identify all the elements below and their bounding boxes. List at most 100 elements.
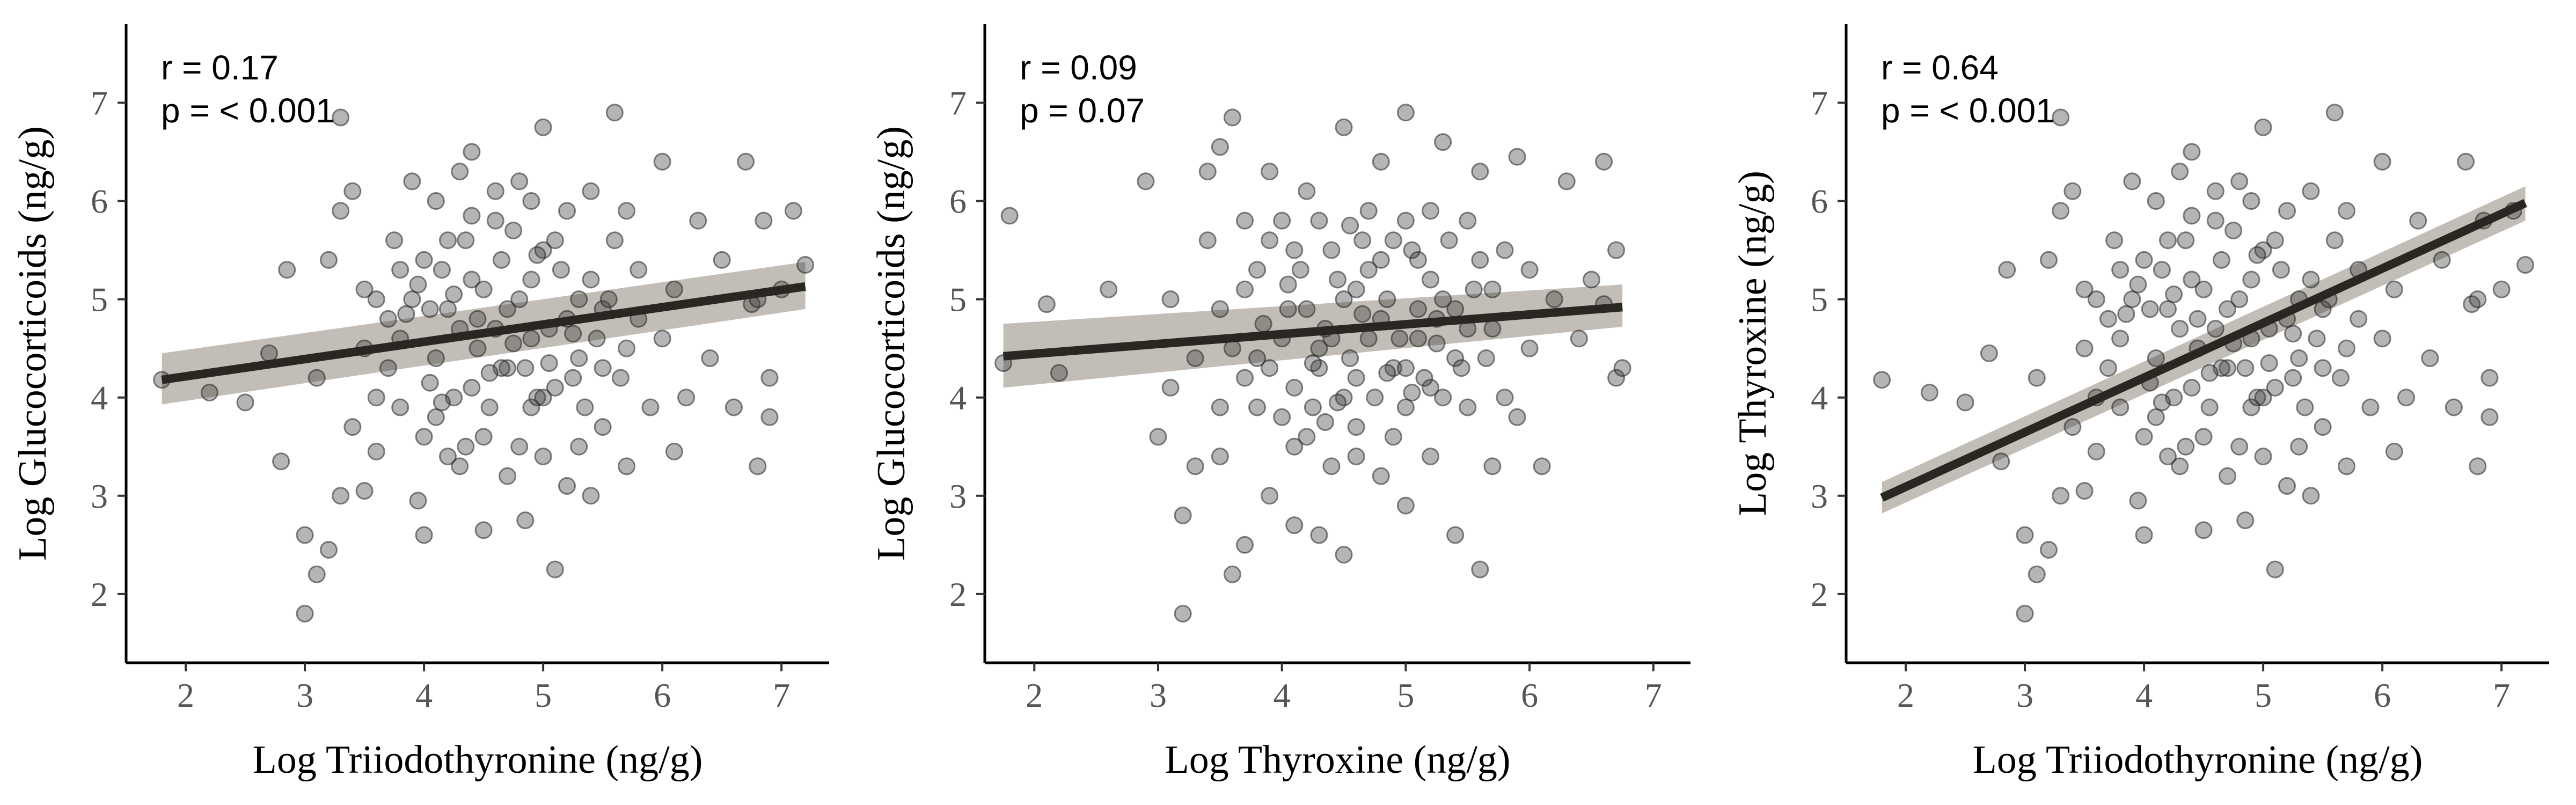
data-point: [1422, 270, 1440, 289]
data-point: [2290, 349, 2308, 367]
data-point: [1496, 389, 1514, 407]
data-point: [1508, 148, 1526, 166]
data-point: [427, 408, 445, 426]
data-point: [552, 261, 570, 279]
data-point: [1992, 452, 2010, 471]
data-point: [784, 202, 802, 220]
data-point: [1434, 133, 1452, 151]
data-point: [2147, 192, 2165, 210]
data-point: [1582, 270, 1600, 289]
data-point: [343, 182, 362, 200]
data-point: [1873, 371, 1891, 389]
data-point: [2242, 398, 2260, 416]
data-point: [2302, 270, 2320, 289]
data-point: [653, 330, 671, 348]
data-point: [1347, 418, 1365, 436]
data-point: [385, 231, 404, 250]
y-tick-label: 5: [1811, 281, 1828, 319]
data-point: [1347, 369, 1365, 387]
data-point: [1557, 172, 1576, 191]
y-tick-label: 3: [91, 477, 108, 515]
data-point: [2302, 487, 2320, 505]
data-point: [1446, 300, 1465, 318]
data-point: [1471, 560, 1489, 579]
data-point: [546, 231, 564, 250]
data-point: [516, 359, 535, 377]
data-point: [618, 339, 636, 357]
data-point: [582, 487, 600, 505]
data-point: [689, 211, 707, 230]
data-point: [1223, 565, 1241, 583]
data-point: [2177, 437, 2195, 456]
data-point: [1508, 408, 1526, 426]
x-tick-label: 4: [415, 676, 433, 714]
data-point: [296, 526, 314, 544]
data-point: [2141, 300, 2159, 318]
x-tick-label: 6: [1521, 676, 1538, 714]
data-point: [319, 540, 338, 559]
regression-line: [1880, 199, 2527, 502]
data-point: [1291, 261, 1309, 279]
data-point: [2135, 251, 2153, 269]
confidence-band: [1003, 284, 1623, 388]
data-point: [409, 275, 427, 294]
data-point: [1211, 448, 1229, 466]
data-point: [2254, 389, 2272, 407]
y-tick-label: 3: [949, 477, 967, 515]
data-point: [2248, 246, 2266, 264]
data-point: [2469, 457, 2487, 475]
data-point: [2171, 457, 2189, 475]
data-point: [1477, 349, 1495, 367]
data-point: [2230, 437, 2249, 456]
data-point: [2338, 202, 2356, 220]
data-point: [1440, 231, 1458, 250]
data-point: [469, 310, 487, 328]
data-point: [724, 398, 743, 416]
data-point: [2028, 369, 2046, 387]
data-point: [2397, 389, 2416, 407]
data-point: [1235, 280, 1254, 298]
data-point: [2433, 251, 2451, 269]
data-point: [1545, 290, 1563, 309]
data-point: [2158, 231, 2177, 250]
data-point: [355, 482, 374, 500]
x-tick-label: 2: [177, 676, 194, 714]
y-tick-label: 2: [91, 575, 108, 613]
data-point: [1261, 487, 1279, 505]
data-point: [1329, 270, 1346, 289]
data-point: [1471, 163, 1489, 181]
data-point: [1248, 349, 1267, 367]
data-point: [1496, 241, 1514, 259]
y-axis-title: Log Glucocorticoids (ng/g): [869, 126, 913, 561]
data-point: [486, 182, 504, 200]
data-point: [653, 152, 671, 171]
data-point: [2099, 310, 2117, 328]
p-value-label: p = 0.07: [1020, 91, 1145, 130]
data-point: [1998, 261, 2016, 279]
data-point: [391, 261, 409, 279]
data-point: [2171, 163, 2189, 181]
data-point: [1483, 280, 1502, 298]
data-point: [2266, 378, 2284, 397]
data-point: [2266, 231, 2284, 250]
data-point: [457, 437, 475, 456]
data-point: [1396, 104, 1415, 122]
data-point: [433, 261, 451, 279]
data-point: [582, 182, 600, 200]
y-tick-label: 6: [91, 182, 108, 221]
data-point: [463, 207, 481, 225]
data-point: [2361, 398, 2380, 416]
x-tick-label: 3: [296, 676, 313, 714]
data-point: [558, 477, 576, 495]
data-point: [2153, 393, 2171, 412]
data-point: [486, 211, 504, 230]
data-point: [499, 300, 517, 318]
data-point: [1570, 330, 1588, 348]
data-point: [1459, 398, 1477, 416]
data-point: [409, 492, 427, 510]
data-point: [2308, 330, 2326, 348]
data-point: [1353, 231, 1372, 250]
data-point: [546, 378, 564, 397]
data-point: [1452, 359, 1470, 377]
